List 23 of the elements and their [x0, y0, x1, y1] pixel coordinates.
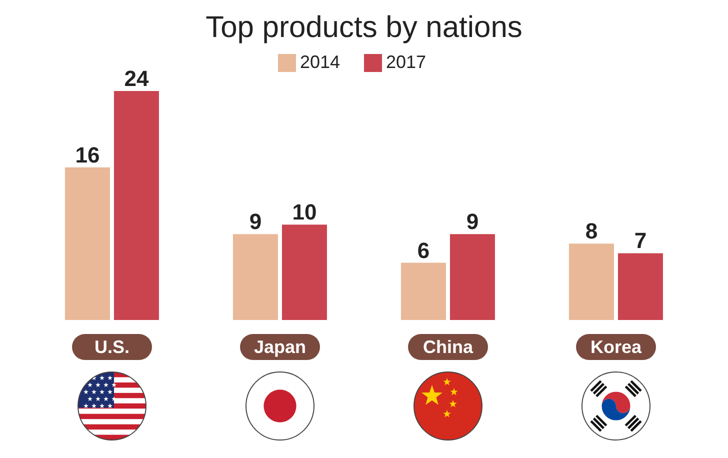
- bar: [232, 234, 278, 320]
- bar: [400, 262, 446, 320]
- data-label: 9: [249, 209, 262, 234]
- x-tick-label: Korea: [590, 337, 642, 357]
- data-label: 24: [124, 66, 150, 91]
- x-tick-label: Japan: [254, 337, 306, 357]
- bar: [618, 253, 663, 320]
- data-label: 10: [292, 200, 317, 225]
- x-tick-label: U.S.: [94, 337, 130, 357]
- bar: [282, 224, 327, 320]
- chart-title: Top products by nations: [204, 10, 524, 46]
- data-label: 9: [466, 209, 479, 234]
- bar: [450, 234, 495, 320]
- data-label: 16: [75, 142, 100, 168]
- x-tick-label: China: [422, 337, 474, 357]
- bar: [114, 91, 159, 320]
- data-label: 6: [417, 238, 430, 263]
- legend-label: 2017: [386, 52, 426, 72]
- bar: [64, 167, 110, 320]
- data-label: 8: [585, 218, 598, 244]
- data-label: 7: [634, 228, 647, 254]
- legend-label: 2014: [300, 52, 340, 72]
- bar: [568, 244, 614, 320]
